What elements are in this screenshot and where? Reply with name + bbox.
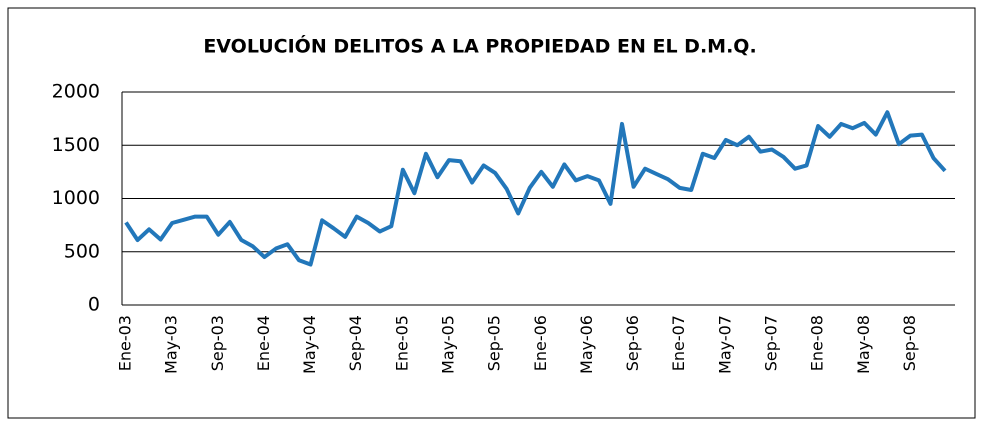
- x-tick-label: Ene-05: [392, 315, 411, 371]
- x-tick-label: May-03: [162, 315, 181, 374]
- y-tick-label: 500: [64, 240, 100, 262]
- x-tick-label: Sep-06: [623, 315, 642, 371]
- x-tick-label: Ene-06: [531, 315, 550, 371]
- y-tick-label: 2000: [52, 81, 100, 103]
- chart-border: [7, 7, 976, 419]
- x-tick-label: Sep-07: [761, 315, 780, 371]
- x-tick-label: May-07: [715, 315, 734, 374]
- x-tick-label: Ene-08: [808, 315, 827, 371]
- x-tick-label: Sep-03: [208, 315, 227, 371]
- x-tick-label: May-05: [438, 315, 457, 374]
- x-tick-label: May-08: [854, 315, 873, 374]
- x-tick-label: Sep-04: [346, 315, 365, 371]
- x-tick-label: Ene-07: [669, 315, 688, 371]
- chart-title: EVOLUCIÓN DELITOS A LA PROPIEDAD EN EL D…: [203, 34, 756, 58]
- y-tick-label: 1500: [52, 134, 100, 156]
- x-tick-label: Ene-04: [254, 315, 273, 371]
- y-tick-label: 1000: [52, 187, 100, 209]
- y-tick-label: 0: [88, 294, 100, 316]
- x-tick-label: Sep-08: [900, 315, 919, 371]
- x-tick-label: May-04: [300, 315, 319, 374]
- data-line: [124, 110, 947, 267]
- x-tick-label: Sep-05: [485, 315, 504, 371]
- x-tick-label: Ene-03: [116, 315, 135, 371]
- x-tick-label: May-06: [577, 315, 596, 374]
